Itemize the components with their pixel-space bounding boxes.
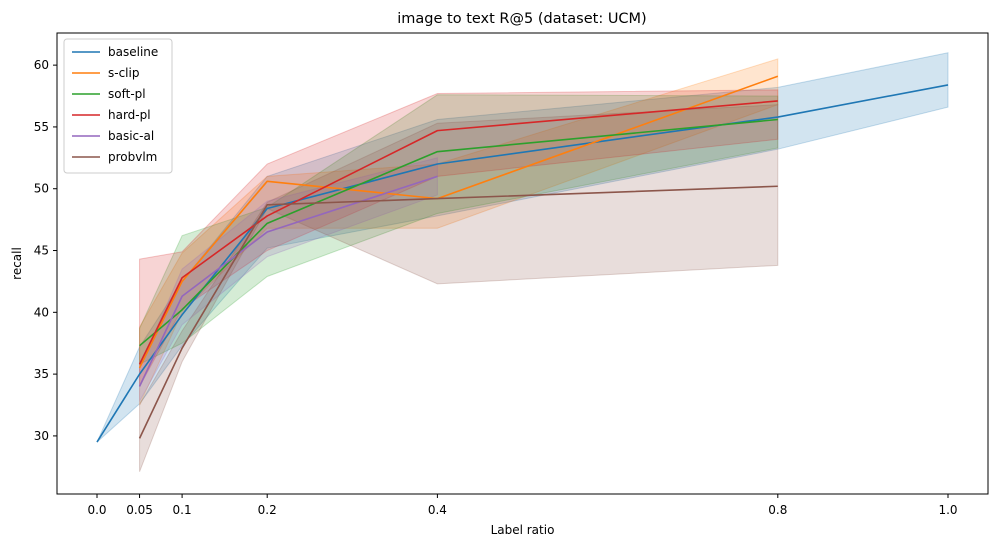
band-basic-al <box>139 157 438 404</box>
x-tick-label: 0.2 <box>258 503 277 517</box>
series-lines <box>96 75 949 443</box>
legend-label-baseline: baseline <box>108 45 158 59</box>
x-tick-label: 1.0 <box>938 503 957 517</box>
line-soft-pl <box>139 118 778 347</box>
legend-label-s-clip: s-clip <box>108 66 139 80</box>
x-axis-label: Label ratio <box>491 523 555 537</box>
x-tick-label: 0.0 <box>87 503 106 517</box>
y-tick-label: 40 <box>34 305 49 319</box>
line-baseline <box>96 84 949 443</box>
legend-item-soft-pl: soft-pl <box>72 87 146 101</box>
y-tick-label: 35 <box>34 367 49 381</box>
legend-item-s-clip: s-clip <box>72 66 139 80</box>
x-tick-label: 0.4 <box>428 503 447 517</box>
x-tick-label: 0.1 <box>173 503 192 517</box>
line-basic-al <box>138 175 438 387</box>
legend-item-probvlm: probvlm <box>72 150 157 164</box>
legend-label-basic-al: basic-al <box>108 129 154 143</box>
band-soft-pl <box>139 94 779 366</box>
plot-frame <box>56 32 989 495</box>
y-axis: 30 35 40 45 50 55 60 <box>34 58 57 443</box>
x-axis: 0.0 0.05 0.1 0.2 0.4 0.8 1.0 <box>87 494 958 517</box>
y-tick-label: 55 <box>34 120 49 134</box>
y-tick-label: 30 <box>34 429 49 443</box>
legend-label-soft-pl: soft-pl <box>108 87 146 101</box>
legend-label-probvlm: probvlm <box>108 150 157 164</box>
x-tick-label: 0.8 <box>768 503 787 517</box>
line-hard-pl <box>138 100 778 365</box>
y-tick-label: 45 <box>34 244 49 258</box>
legend-item-baseline: baseline <box>72 45 158 59</box>
legend-item-basic-al: basic-al <box>72 129 154 143</box>
band-s-clip <box>139 58 779 406</box>
x-tick-label: 0.05 <box>126 503 153 517</box>
y-tick-label: 50 <box>34 182 49 196</box>
line-probvlm <box>138 185 778 439</box>
y-axis-label: recall <box>10 247 24 280</box>
legend: baseline s-clip soft-pl hard-pl basic-al prob… <box>63 38 173 174</box>
legend-item-hard-pl: hard-pl <box>72 108 151 122</box>
y-tick-label: 60 <box>34 58 49 72</box>
chart-title: image to text R@5 (dataset: UCM) <box>397 11 646 27</box>
line-s-clip <box>138 75 779 369</box>
legend-label-hard-pl: hard-pl <box>108 108 151 122</box>
